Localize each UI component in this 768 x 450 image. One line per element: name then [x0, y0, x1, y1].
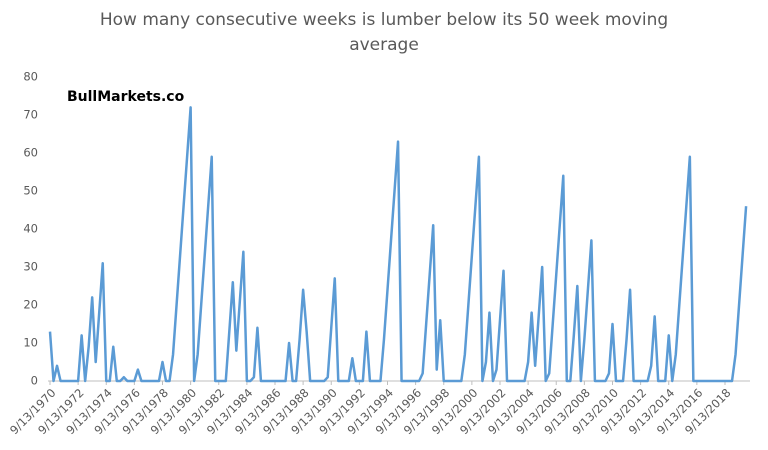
- y-tick-label: 10: [23, 336, 38, 350]
- line-series: [48, 106, 748, 383]
- chart-title: How many consecutive weeks is lumber bel…: [99, 10, 669, 55]
- y-tick-label: 0: [31, 374, 38, 388]
- y-tick-label: 20: [23, 298, 38, 312]
- y-tick-label: 40: [23, 222, 38, 236]
- y-tick-label: 70: [23, 108, 38, 122]
- y-tick-label: 80: [23, 70, 38, 84]
- y-tick-label: 60: [23, 146, 38, 160]
- y-tick-label: 30: [23, 260, 38, 274]
- annotation: BullMarkets.co: [67, 89, 185, 105]
- y-tick-label: 50: [23, 184, 38, 198]
